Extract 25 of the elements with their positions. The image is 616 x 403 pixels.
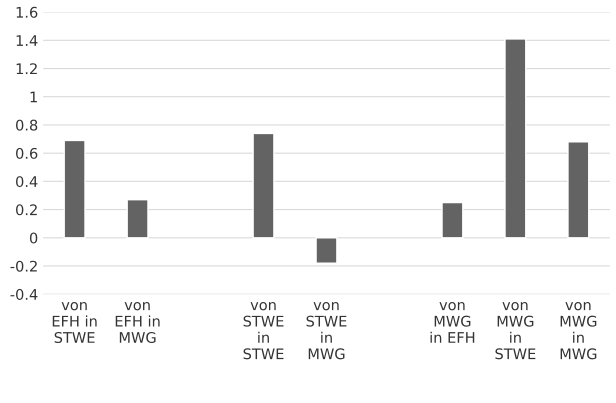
x-tick-label: von EFH in MWG	[116, 302, 160, 343]
y-tick-label: 0.2	[16, 204, 37, 216]
y-tick-label: -0.4	[10, 288, 38, 300]
x-tick-label: von MWG in MWG	[560, 302, 596, 360]
x-tick-label: von STWE in MWG	[306, 302, 346, 360]
bar	[126, 198, 149, 238]
y-tick-label: 0.4	[16, 176, 38, 188]
y-tick-label: 1.6	[16, 6, 38, 18]
x-tick-label: von EFH in STWE	[52, 302, 97, 343]
bar	[504, 38, 526, 238]
y-tick-label: 0.8	[16, 120, 38, 131]
y-tick-label: 0	[30, 232, 38, 244]
y-tick-label: -0.2	[10, 260, 37, 272]
x-tick-label: von STWE in STWE	[244, 302, 284, 360]
bar	[64, 140, 86, 238]
bar	[567, 141, 590, 238]
bar	[252, 132, 275, 238]
y-tick-label: 1	[30, 92, 37, 102]
x-tick-label: von MWG in STWE	[495, 302, 536, 360]
y-tick-label: 0.6	[16, 148, 38, 159]
x-tick-label: von MWG in EFH	[430, 302, 474, 343]
y-tick-label: 1.4	[16, 35, 38, 46]
bar	[315, 237, 338, 264]
bar	[441, 202, 464, 238]
y-tick-label: 1.2	[16, 63, 37, 74]
